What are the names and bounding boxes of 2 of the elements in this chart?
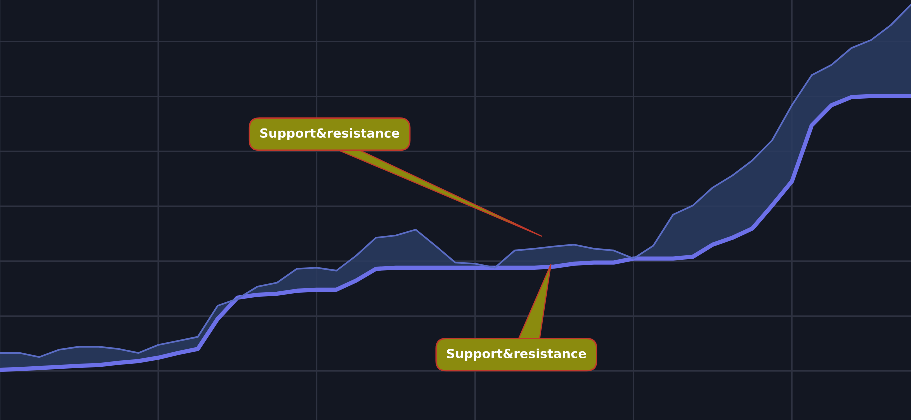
annotation: Support&resistance [260,128,400,140]
annotation: Support&resistance [447,348,586,361]
